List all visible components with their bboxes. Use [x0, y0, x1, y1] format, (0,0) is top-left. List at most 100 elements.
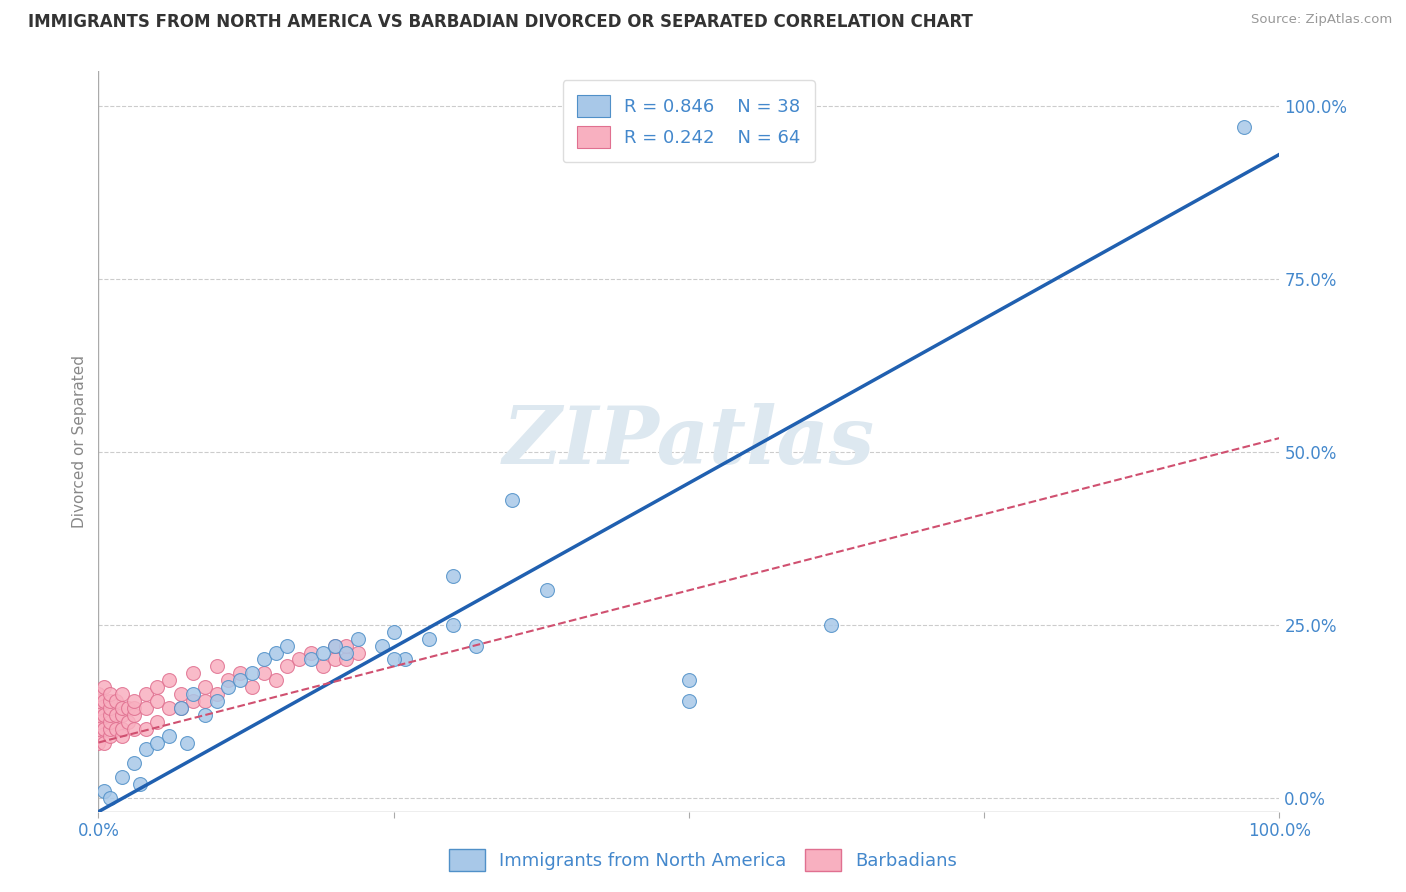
- Point: [93, 680, 115, 694]
- Point: [323, 639, 346, 653]
- Point: [205, 687, 228, 701]
- Point: [194, 707, 217, 722]
- Point: [98, 701, 121, 715]
- Point: [312, 646, 335, 660]
- Point: [323, 639, 346, 653]
- Point: [1233, 120, 1256, 134]
- Point: [347, 646, 370, 660]
- Point: [111, 770, 134, 784]
- Point: [229, 673, 252, 688]
- Point: [157, 701, 180, 715]
- Point: [217, 680, 239, 694]
- Point: [288, 652, 311, 666]
- Text: ZIPatlas: ZIPatlas: [503, 403, 875, 480]
- Point: [465, 639, 488, 653]
- Point: [253, 652, 276, 666]
- Text: Source: ZipAtlas.com: Source: ZipAtlas.com: [1251, 13, 1392, 27]
- Point: [217, 673, 239, 688]
- Point: [98, 687, 121, 701]
- Point: [335, 652, 357, 666]
- Point: [87, 707, 110, 722]
- Point: [146, 680, 169, 694]
- Point: [105, 694, 128, 708]
- Point: [382, 652, 405, 666]
- Y-axis label: Divorced or Separated: Divorced or Separated: [72, 355, 87, 528]
- Point: [312, 659, 335, 673]
- Point: [205, 659, 228, 673]
- Point: [135, 722, 157, 736]
- Point: [117, 701, 139, 715]
- Point: [205, 694, 228, 708]
- Point: [87, 687, 110, 701]
- Point: [181, 687, 204, 701]
- Point: [87, 701, 110, 715]
- Point: [276, 639, 298, 653]
- Point: [264, 646, 287, 660]
- Point: [122, 701, 145, 715]
- Point: [240, 680, 263, 694]
- Point: [98, 694, 121, 708]
- Point: [122, 707, 145, 722]
- Point: [240, 666, 263, 681]
- Point: [347, 632, 370, 646]
- Point: [98, 722, 121, 736]
- Point: [820, 618, 842, 632]
- Point: [536, 583, 558, 598]
- Point: [181, 694, 204, 708]
- Point: [276, 659, 298, 673]
- Point: [111, 729, 134, 743]
- Point: [146, 735, 169, 749]
- Point: [93, 722, 115, 736]
- Point: [135, 687, 157, 701]
- Point: [98, 707, 121, 722]
- Point: [128, 777, 150, 791]
- Point: [87, 694, 110, 708]
- Point: [441, 569, 464, 583]
- Point: [98, 790, 121, 805]
- Point: [299, 646, 322, 660]
- Point: [105, 707, 128, 722]
- Point: [335, 639, 357, 653]
- Point: [678, 673, 700, 688]
- Point: [157, 729, 180, 743]
- Point: [87, 729, 110, 743]
- Point: [93, 707, 115, 722]
- Point: [93, 735, 115, 749]
- Point: [87, 735, 110, 749]
- Point: [170, 701, 193, 715]
- Point: [87, 722, 110, 736]
- Point: [194, 680, 217, 694]
- Point: [93, 694, 115, 708]
- Point: [146, 714, 169, 729]
- Point: [135, 701, 157, 715]
- Point: [253, 666, 276, 681]
- Point: [111, 707, 134, 722]
- Point: [157, 673, 180, 688]
- Point: [146, 694, 169, 708]
- Point: [501, 493, 523, 508]
- Point: [229, 666, 252, 681]
- Point: [170, 701, 193, 715]
- Point: [382, 624, 405, 639]
- Point: [299, 652, 322, 666]
- Point: [87, 714, 110, 729]
- Point: [176, 735, 198, 749]
- Point: [122, 722, 145, 736]
- Point: [371, 639, 394, 653]
- Point: [111, 687, 134, 701]
- Point: [170, 687, 193, 701]
- Point: [323, 652, 346, 666]
- Point: [394, 652, 416, 666]
- Point: [181, 666, 204, 681]
- Point: [441, 618, 464, 632]
- Point: [264, 673, 287, 688]
- Point: [122, 694, 145, 708]
- Point: [111, 701, 134, 715]
- Point: [117, 714, 139, 729]
- Point: [335, 646, 357, 660]
- Point: [98, 729, 121, 743]
- Point: [93, 784, 115, 798]
- Point: [105, 722, 128, 736]
- Point: [418, 632, 440, 646]
- Point: [194, 694, 217, 708]
